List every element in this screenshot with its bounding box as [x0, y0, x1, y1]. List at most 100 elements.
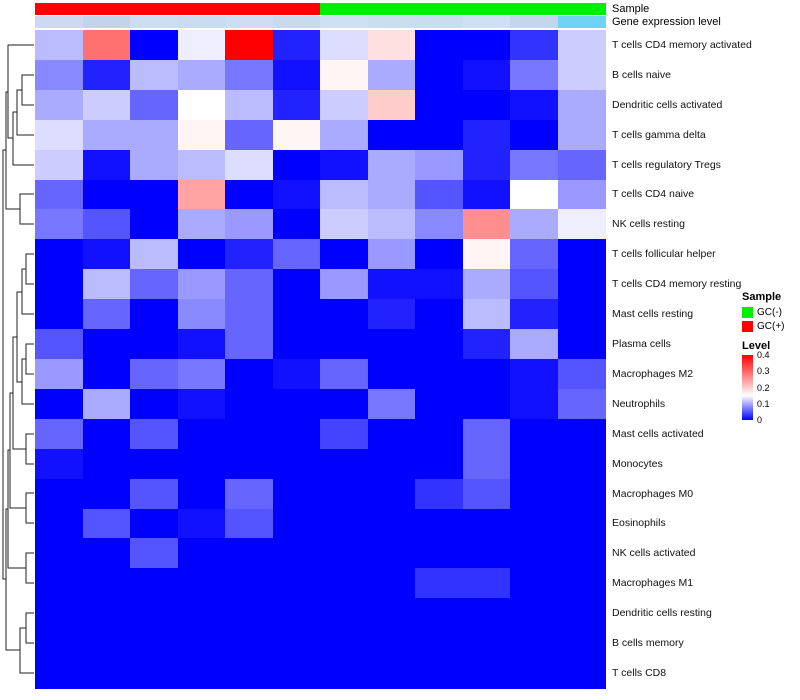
heatmap-cell [320, 329, 369, 360]
row-label: Dendritic cells activated [612, 98, 723, 111]
heatmap-cell [130, 269, 179, 300]
heatmap-cell [462, 448, 511, 480]
row-label: Neutrophils [612, 397, 666, 410]
heatmap-cell [367, 329, 416, 360]
heatmap-cell [272, 209, 321, 240]
level-legend-tick: 0 [757, 415, 763, 425]
sample-annotation-cell [367, 3, 416, 15]
heatmap-cell [272, 628, 321, 659]
sample-annotation-cell [557, 3, 606, 15]
heatmap-cell [225, 478, 274, 510]
sample-annotation-cell [130, 3, 178, 15]
heatmap-cell [130, 478, 179, 510]
gene-expression-annotation-cell [462, 16, 511, 28]
heatmap-cell [130, 658, 179, 689]
heatmap-cell [82, 388, 131, 420]
heatmap-cell [35, 628, 84, 659]
row-label: B cells memory [612, 637, 684, 650]
heatmap-cell [35, 30, 84, 61]
heatmap-cell [177, 239, 226, 270]
heatmap-cell [415, 448, 464, 480]
heatmap-cell [320, 658, 369, 689]
heatmap-cell [272, 568, 321, 599]
heatmap-cell [225, 149, 274, 181]
heatmap-cell [225, 59, 274, 91]
heatmap-cell [272, 329, 321, 360]
row-dendrogram [2, 44, 34, 674]
heatmap-cell [415, 239, 464, 270]
sample-annotation-cell [272, 3, 321, 15]
heatmap-cell [320, 448, 369, 480]
heatmap-cell [510, 299, 559, 330]
heatmap-cell [272, 30, 321, 61]
heatmap-cell [225, 388, 274, 420]
heatmap-cell [462, 478, 511, 510]
sample-annotation-cell [415, 3, 463, 15]
heatmap-cell [462, 418, 511, 450]
heatmap-cell [510, 239, 559, 270]
heatmap-cell [177, 478, 226, 510]
heatmap-cell [367, 508, 416, 540]
sample-annotation-cell [320, 3, 368, 15]
heatmap-cell [177, 508, 226, 540]
heatmap-cell [510, 59, 559, 91]
heatmap-cell [367, 448, 416, 480]
level-legend-title: Level [742, 340, 771, 352]
heatmap-cell [320, 568, 369, 599]
heatmap-cell [225, 179, 274, 211]
gene-expression-annotation-cell [510, 16, 558, 28]
heatmap-cell [35, 239, 84, 270]
heatmap-cell [130, 329, 179, 360]
heatmap-cell [367, 388, 416, 420]
heatmap-cell [272, 179, 321, 211]
heatmap-cell [557, 359, 606, 390]
heatmap-cell [177, 119, 226, 151]
heatmap-cell [82, 329, 131, 360]
heatmap-cell [225, 658, 274, 689]
heatmap-cell [320, 269, 369, 300]
heatmap-cell [82, 119, 131, 151]
heatmap-cell [557, 59, 606, 91]
sample-annotation-label: Sample [612, 3, 650, 15]
heatmap-cell [35, 448, 84, 480]
heatmap-cell [225, 568, 274, 599]
heatmap-cell [130, 239, 179, 270]
heatmap-cell [130, 628, 179, 659]
heatmap-cell [130, 418, 179, 450]
heatmap-cell [320, 30, 369, 61]
heatmap-cell [462, 628, 511, 659]
heatmap-cell [367, 89, 416, 121]
heatmap-cell [415, 628, 464, 659]
heatmap-cell [557, 89, 606, 121]
heatmap-cell [557, 239, 606, 270]
gene-expression-annotation-label: Gene expression level [612, 16, 721, 28]
heatmap-cell [177, 149, 226, 181]
heatmap-cell [557, 628, 606, 659]
heatmap-cell [35, 209, 84, 240]
heatmap-cell [510, 329, 559, 360]
heatmap-cell [35, 508, 84, 540]
heatmap-cell [367, 538, 416, 569]
row-label: T cells CD4 memory resting [612, 278, 742, 291]
sample-annotation-cell [510, 3, 558, 15]
heatmap-cell [35, 568, 84, 599]
heatmap-cell [35, 329, 84, 360]
heatmap-cell [272, 119, 321, 151]
row-label: NK cells activated [612, 547, 696, 560]
heatmap-cell [462, 658, 511, 689]
row-label: Macrophages M1 [612, 577, 694, 590]
heatmap-cell [320, 598, 369, 629]
gene-expression-annotation-cell [367, 16, 416, 28]
heatmap-cell [462, 209, 511, 240]
row-label: T cells regulatory Tregs [612, 158, 721, 171]
heatmap-cell [320, 149, 369, 181]
heatmap-cell [320, 478, 369, 510]
heatmap-cell [272, 59, 321, 91]
heatmap-cell [320, 179, 369, 211]
sample-annotation-cell [225, 3, 273, 15]
heatmap-cell [510, 568, 559, 599]
heatmap-cell [557, 30, 606, 61]
heatmap-cell [130, 30, 179, 61]
heatmap-cell [510, 598, 559, 629]
heatmap-cell [462, 89, 511, 121]
